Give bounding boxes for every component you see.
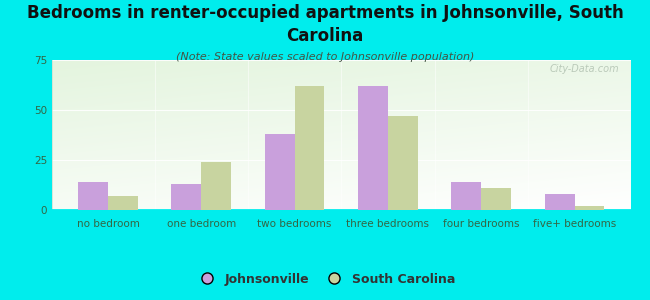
Text: (Note: State values scaled to Johnsonville population): (Note: State values scaled to Johnsonvil… [176,52,474,62]
Bar [575,206,604,210]
Text: City-Data.com: City-Data.com [549,64,619,74]
Bar [481,188,511,210]
Text: Bedrooms in renter-occupied apartments in Johnsonville, South
Carolina: Bedrooms in renter-occupied apartments i… [27,4,623,45]
Bar [388,116,418,210]
Bar [172,184,202,210]
Bar [545,194,575,210]
Bar [265,134,294,210]
Bar [294,86,324,210]
Bar [451,182,481,210]
Bar [78,182,108,210]
Bar [358,86,388,210]
Bar [202,162,231,210]
Bar [108,196,138,210]
Legend: Johnsonville, South Carolina: Johnsonville, South Carolina [190,268,460,291]
